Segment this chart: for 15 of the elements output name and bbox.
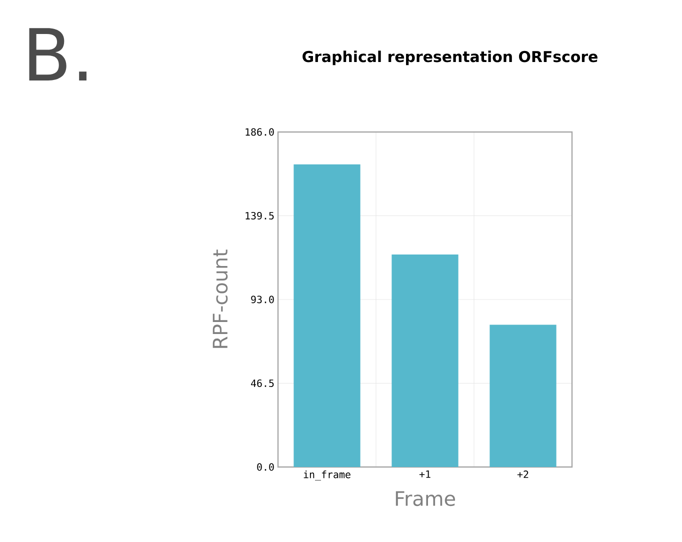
y-tick-label: 186.0 [246,128,274,136]
x-tick-label: in_frame [304,470,350,480]
x-tick-label: +1 [419,470,430,478]
chart-title: Graphical representation ORFscore [302,50,598,66]
bar [490,324,556,467]
bar [294,164,360,467]
y-tick-label: 93.0 [251,296,274,304]
text: B. [29,28,86,80]
y-tick-label: 139.5 [246,212,274,220]
y-tick-label: 46.5 [250,379,274,388]
x-tick-label: +2 [517,470,528,478]
x-axis-title: Frame [396,491,455,506]
y-axis-title: RPF-count [212,250,228,348]
y-tick-label: 0.0 [257,463,274,471]
bar [392,254,458,467]
